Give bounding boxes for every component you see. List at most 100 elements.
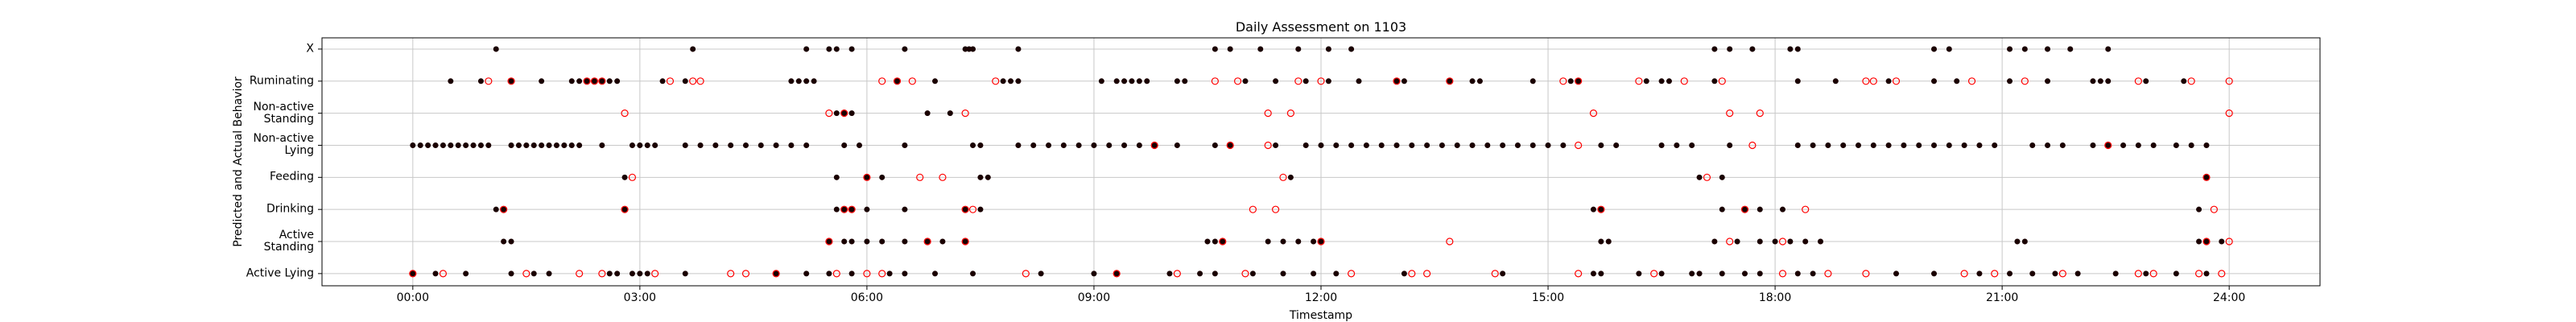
point (507, 77, 515, 85)
point (1605, 238, 1612, 245)
point (947, 110, 953, 117)
point (2021, 77, 2029, 85)
point (583, 77, 591, 85)
point (1590, 270, 1596, 277)
point (848, 238, 855, 245)
point (825, 237, 833, 246)
point (1211, 77, 1219, 85)
point (568, 78, 575, 85)
point (1711, 46, 1718, 52)
point (1726, 109, 1734, 118)
point (561, 142, 568, 148)
point (1401, 78, 1407, 85)
point (741, 270, 750, 278)
point (1719, 206, 1725, 213)
point (1302, 142, 1309, 148)
point (1787, 238, 1794, 245)
point (682, 270, 688, 277)
point (1931, 142, 1938, 148)
point (2007, 46, 2013, 52)
point (1295, 238, 1302, 245)
point (2202, 173, 2211, 181)
point (1946, 46, 1952, 52)
point (1212, 46, 1218, 52)
point (1810, 142, 1816, 148)
point (1280, 238, 1286, 245)
point (1696, 174, 1703, 180)
point (1454, 142, 1460, 148)
point (1643, 78, 1649, 85)
y-axis-label: Predicted and Actual Behavior (232, 76, 245, 247)
point (689, 77, 697, 85)
point (576, 142, 583, 148)
point (1121, 78, 1128, 85)
point (425, 142, 431, 148)
point (924, 110, 931, 117)
y-tick-label: Non-active Lying (253, 132, 314, 158)
point (811, 78, 817, 85)
point (1862, 77, 1870, 85)
point (1718, 77, 1726, 85)
point (1734, 238, 1740, 245)
point (1408, 270, 1416, 278)
point (848, 46, 855, 52)
point (1038, 270, 1044, 277)
point (1220, 238, 1226, 245)
point (432, 142, 439, 148)
point (1703, 173, 1711, 181)
point (1696, 270, 1703, 277)
point (840, 109, 848, 118)
point (2196, 238, 2202, 245)
point (1794, 46, 1801, 52)
point (1212, 270, 1218, 277)
point (2187, 77, 2195, 85)
point (826, 270, 832, 277)
point (1916, 142, 1922, 148)
x-axis-label: Timestamp (1289, 309, 1352, 322)
point (924, 238, 931, 245)
point (1075, 142, 1082, 148)
point (2218, 270, 2226, 278)
point (1227, 46, 1233, 52)
point (1000, 78, 1006, 85)
point (1756, 109, 1764, 118)
x-tick-label: 09:00 (1077, 291, 1111, 304)
point (1597, 205, 1605, 213)
point (2202, 237, 2211, 246)
point (840, 205, 848, 213)
point (1136, 142, 1142, 148)
point (1778, 270, 1787, 278)
x-tick-label: 00:00 (396, 291, 429, 304)
point (410, 142, 416, 148)
point (666, 77, 675, 85)
point (1893, 270, 1900, 277)
point (1280, 270, 1286, 277)
point (1469, 78, 1476, 85)
point (2067, 46, 2074, 52)
point (1794, 270, 1801, 277)
point (614, 270, 621, 277)
point (864, 206, 870, 213)
point (1227, 142, 1233, 148)
point (410, 270, 416, 277)
point (1424, 142, 1430, 148)
point (902, 142, 908, 148)
point (1008, 78, 1014, 85)
point (712, 142, 719, 148)
point (553, 142, 559, 148)
point (841, 206, 848, 213)
point (1173, 270, 1181, 278)
point (1446, 237, 1454, 246)
point (992, 77, 1000, 85)
point (833, 206, 840, 213)
point (1598, 142, 1604, 148)
point (961, 237, 969, 246)
point (2090, 78, 2096, 85)
point (1870, 142, 1876, 148)
point (1151, 142, 1158, 148)
point (1560, 142, 1567, 148)
point (508, 270, 514, 277)
point (772, 270, 780, 278)
point (902, 270, 908, 277)
